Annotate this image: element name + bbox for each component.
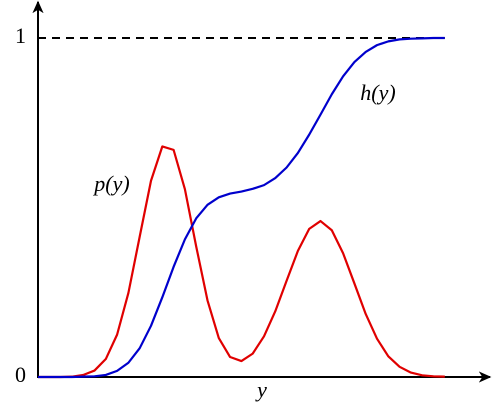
curve-label: h(y): [360, 80, 395, 105]
curve: [38, 36, 445, 379]
curve-label: p(y): [92, 171, 129, 196]
curve: [38, 145, 445, 379]
x-axis-label: y: [255, 377, 267, 402]
y-tick-label: 1: [15, 23, 26, 48]
y-tick-label: 0: [15, 362, 26, 387]
